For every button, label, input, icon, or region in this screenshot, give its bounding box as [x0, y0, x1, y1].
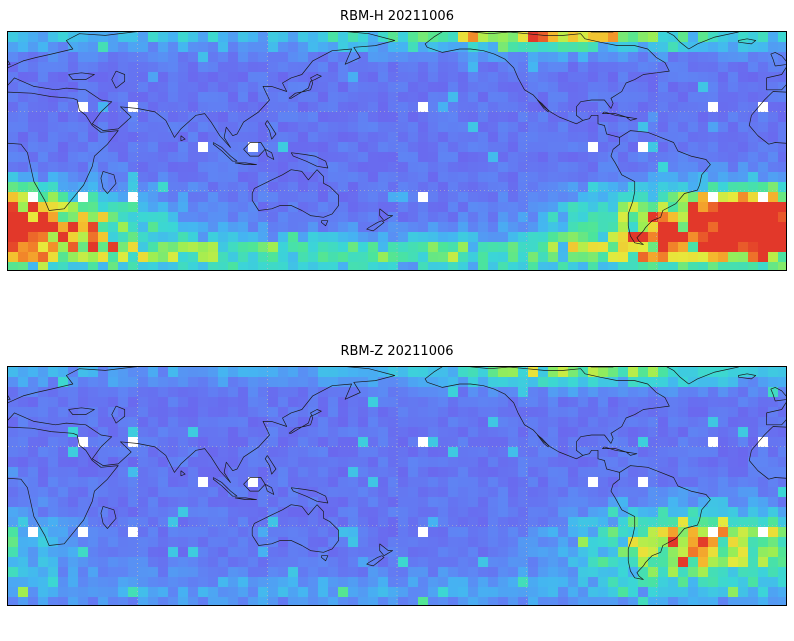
- rbm-h-swath-map-canvas: [7, 31, 787, 271]
- figure: RBM-H 20211006 RBM-Z 20211006: [0, 8, 794, 641]
- panel-title-rbm-h: RBM-H 20211006: [340, 9, 454, 24]
- panel-title-rbm-z: RBM-Z 20211006: [340, 344, 454, 359]
- rbm-z-swath-map-canvas: [7, 366, 787, 606]
- panel-rbm-z: RBM-Z 20211006: [0, 343, 794, 606]
- panel-rbm-h: RBM-H 20211006: [0, 8, 794, 271]
